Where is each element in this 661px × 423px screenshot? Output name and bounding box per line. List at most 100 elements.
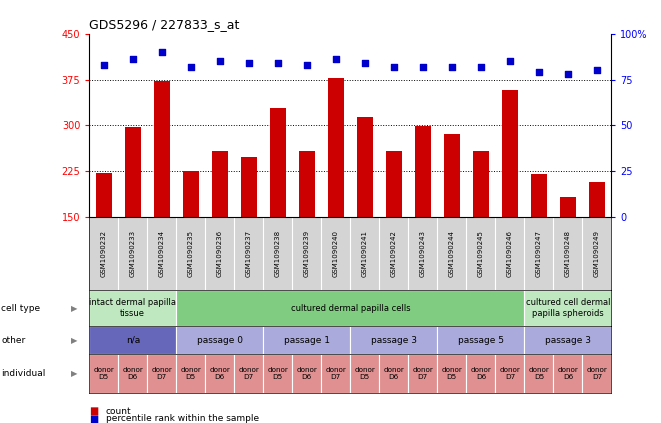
- Text: count: count: [106, 407, 132, 416]
- Text: donor
D5: donor D5: [528, 367, 549, 380]
- Text: passage 3: passage 3: [371, 335, 417, 345]
- Point: [98, 61, 109, 68]
- Point: [389, 63, 399, 70]
- Point: [186, 63, 196, 70]
- Text: donor
D7: donor D7: [325, 367, 346, 380]
- Text: ▶: ▶: [71, 369, 78, 378]
- Bar: [444, 135, 460, 217]
- Bar: [241, 157, 256, 217]
- Text: cell type: cell type: [1, 304, 40, 313]
- Text: GSM1090238: GSM1090238: [275, 230, 281, 277]
- Bar: [438, 354, 467, 393]
- Text: donor
D5: donor D5: [180, 367, 201, 380]
- Text: intact dermal papilla
tissue: intact dermal papilla tissue: [89, 298, 176, 318]
- Bar: [379, 354, 408, 393]
- Bar: [350, 354, 379, 393]
- Text: GSM1090244: GSM1090244: [449, 230, 455, 277]
- Text: donor
D7: donor D7: [586, 367, 607, 380]
- Text: GSM1090248: GSM1090248: [565, 230, 571, 277]
- Bar: [415, 126, 431, 217]
- Bar: [350, 327, 438, 354]
- Text: ■: ■: [89, 406, 98, 416]
- Point: [592, 67, 602, 74]
- Text: donor
D6: donor D6: [122, 367, 143, 380]
- Bar: [176, 354, 206, 393]
- Text: GSM1090242: GSM1090242: [391, 230, 397, 277]
- Text: passage 1: passage 1: [284, 335, 330, 345]
- Text: donor
D5: donor D5: [267, 367, 288, 380]
- Bar: [321, 354, 350, 393]
- Text: GSM1090234: GSM1090234: [159, 230, 165, 277]
- Text: passage 5: passage 5: [458, 335, 504, 345]
- Bar: [118, 354, 147, 393]
- Text: donor
D6: donor D6: [210, 367, 230, 380]
- Bar: [299, 151, 315, 217]
- Bar: [154, 81, 170, 217]
- Bar: [589, 182, 605, 217]
- Text: GSM1090247: GSM1090247: [536, 230, 542, 277]
- Bar: [263, 354, 292, 393]
- Bar: [553, 354, 582, 393]
- Text: cultured cell dermal
papilla spheroids: cultured cell dermal papilla spheroids: [525, 298, 610, 318]
- Bar: [125, 127, 141, 217]
- Bar: [212, 151, 228, 217]
- Point: [272, 60, 283, 66]
- Bar: [582, 354, 611, 393]
- Bar: [467, 354, 495, 393]
- Text: other: other: [1, 335, 26, 345]
- Text: donor
D6: donor D6: [557, 367, 578, 380]
- Bar: [524, 327, 611, 354]
- Bar: [292, 354, 321, 393]
- Point: [360, 60, 370, 66]
- Text: GSM1090249: GSM1090249: [594, 230, 600, 277]
- Point: [128, 56, 138, 63]
- Bar: [473, 151, 489, 217]
- Text: GSM1090232: GSM1090232: [100, 230, 106, 277]
- Text: donor
D7: donor D7: [151, 367, 173, 380]
- Text: donor
D5: donor D5: [442, 367, 462, 380]
- Text: GSM1090245: GSM1090245: [478, 230, 484, 277]
- Bar: [147, 354, 176, 393]
- Text: donor
D7: donor D7: [500, 367, 520, 380]
- Text: cultured dermal papilla cells: cultured dermal papilla cells: [291, 304, 410, 313]
- Bar: [357, 117, 373, 217]
- Text: GSM1090246: GSM1090246: [507, 230, 513, 277]
- Bar: [89, 327, 176, 354]
- Text: GSM1090237: GSM1090237: [246, 230, 252, 277]
- Bar: [495, 354, 524, 393]
- Point: [476, 63, 486, 70]
- Bar: [531, 174, 547, 217]
- Text: ▶: ▶: [71, 304, 78, 313]
- Bar: [524, 354, 553, 393]
- Bar: [183, 171, 199, 217]
- Bar: [438, 327, 524, 354]
- Text: donor
D5: donor D5: [93, 367, 114, 380]
- Point: [243, 60, 254, 66]
- Bar: [176, 327, 263, 354]
- Text: ■: ■: [89, 414, 98, 423]
- Bar: [560, 197, 576, 217]
- Text: GSM1090241: GSM1090241: [362, 230, 368, 277]
- Text: GSM1090239: GSM1090239: [304, 230, 310, 277]
- Bar: [524, 290, 611, 327]
- Point: [504, 58, 515, 65]
- Text: passage 0: passage 0: [197, 335, 243, 345]
- Bar: [96, 173, 112, 217]
- Text: donor
D6: donor D6: [383, 367, 405, 380]
- Bar: [176, 290, 524, 327]
- Text: GDS5296 / 227833_s_at: GDS5296 / 227833_s_at: [89, 18, 239, 31]
- Text: donor
D6: donor D6: [471, 367, 491, 380]
- Point: [301, 61, 312, 68]
- Text: donor
D7: donor D7: [239, 367, 259, 380]
- Point: [330, 56, 341, 63]
- Bar: [408, 354, 438, 393]
- Text: individual: individual: [1, 369, 46, 378]
- Point: [533, 69, 544, 76]
- Bar: [234, 354, 263, 393]
- Bar: [270, 108, 286, 217]
- Bar: [328, 78, 344, 217]
- Text: GSM1090233: GSM1090233: [130, 230, 136, 277]
- Point: [418, 63, 428, 70]
- Text: n/a: n/a: [126, 335, 140, 345]
- Text: passage 3: passage 3: [545, 335, 591, 345]
